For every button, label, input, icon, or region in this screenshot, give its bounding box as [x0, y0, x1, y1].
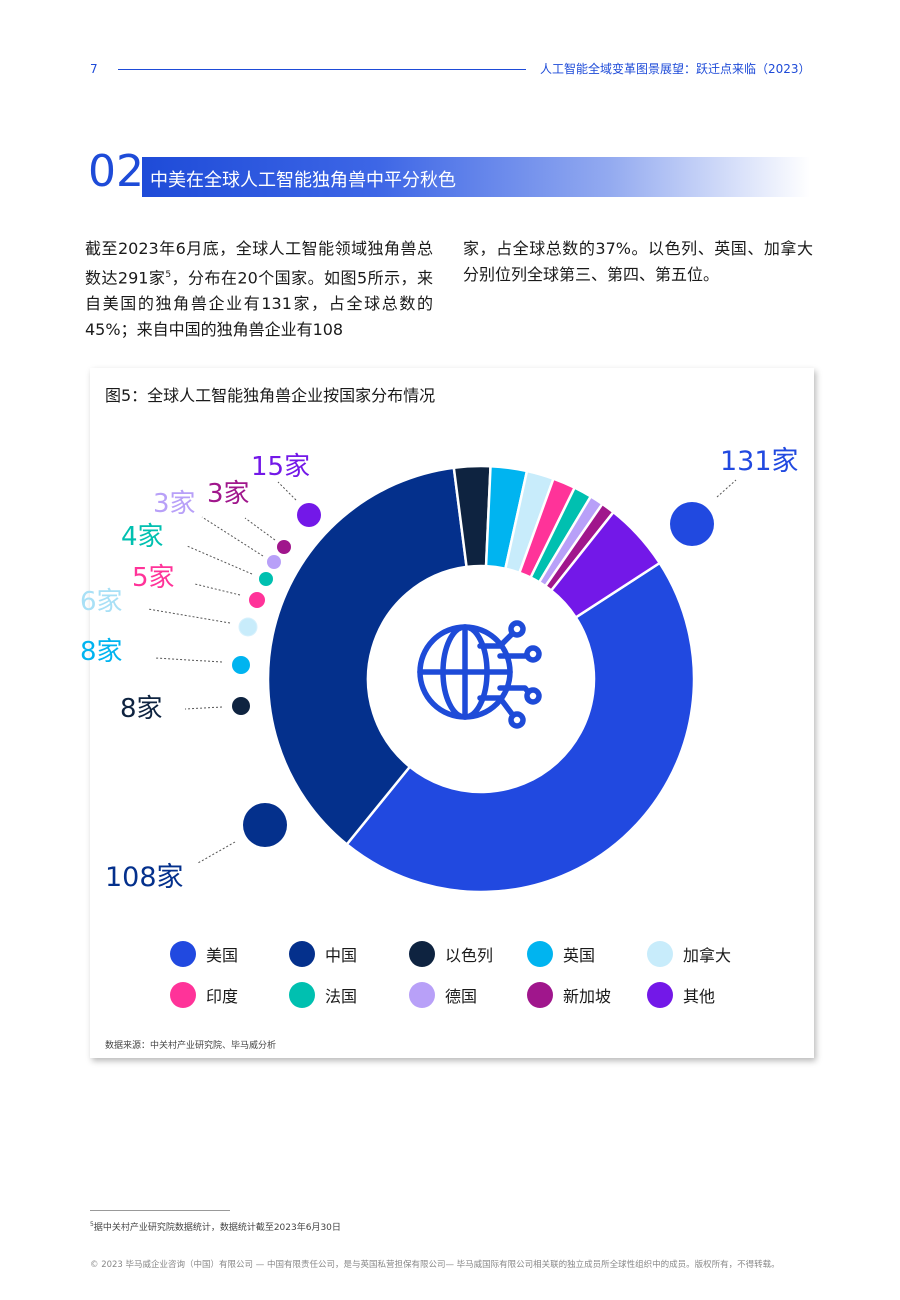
slice-9: [549, 510, 662, 620]
body-text-2: ，分布在20个国家。如图5所示，来自美国的独角兽企业有131家，占全球总数的45…: [85, 268, 433, 340]
data-label-9: 15家: [251, 452, 310, 482]
data-label-3: 8家: [80, 637, 123, 667]
section-title: 中美在全球人工智能独角兽中平分秋色: [150, 170, 456, 191]
header-rule: [118, 69, 526, 70]
callout-dot-4: [238, 617, 258, 637]
legend-item-5: 印度: [170, 982, 238, 1008]
slice-1: [266, 466, 468, 847]
data-label-6: 4家: [121, 522, 164, 552]
legend-item-0: 美国: [170, 941, 238, 967]
legend-swatch-3: [527, 941, 553, 967]
section-number: 02: [88, 146, 144, 197]
legend-label-5: 印度: [206, 987, 239, 1006]
body-text-1: 截至2023年6月底，全球人工智能领域独角兽总数达291家: [85, 239, 433, 288]
data-label-8: 3家: [207, 479, 250, 509]
legend-label-9: 其他: [683, 987, 716, 1006]
leader-line-0: [716, 479, 737, 498]
copyright: © 2023 毕马威企业咨询（中国）有限公司 — 中国有限责任公司，是与英国私营…: [90, 1260, 780, 1270]
footnote-reference[interactable]: 5: [165, 270, 172, 280]
legend-item-9: 其他: [647, 982, 715, 1008]
legend-item-4: 加拿大: [647, 941, 731, 967]
data-label-1: 108家: [105, 862, 184, 893]
legend-label-4: 加拿大: [683, 946, 732, 965]
footnote-rule: [90, 1210, 230, 1211]
legend-label-1: 中国: [325, 946, 358, 965]
legend-swatch-9: [647, 982, 673, 1008]
legend-swatch-1: [289, 941, 315, 967]
legend-swatch-7: [409, 982, 435, 1008]
legend-swatch-2: [409, 941, 435, 967]
figure-title: 图5：全球人工智能独角兽企业按国家分布情况: [105, 386, 436, 405]
leader-line-8: [244, 517, 276, 541]
data-label-5: 5家: [132, 563, 175, 593]
legend-label-3: 英国: [563, 946, 596, 965]
source-note: 数据来源：中关村产业研究院、毕马威分析: [105, 1041, 277, 1051]
data-label-2: 8家: [120, 694, 163, 724]
callout-dot-2: [232, 697, 250, 715]
body-paragraph-left: 截至2023年6月底，全球人工智能领域独角兽总数达291家5，分布在20个国家。…: [85, 236, 433, 343]
callout-dot-0: [670, 502, 714, 546]
leader-line-2: [184, 706, 223, 710]
body-paragraph-right: 家，占全球总数的37%。以色列、英国、加拿大分别位列全球第三、第四、第五位。: [463, 239, 813, 284]
legend-label-0: 美国: [206, 946, 239, 965]
leader-line-9: [277, 481, 297, 501]
legend-swatch-5: [170, 982, 196, 1008]
legend-label-2: 以色列: [445, 946, 494, 965]
data-label-7: 3家: [153, 489, 196, 519]
callout-dot-6: [259, 572, 273, 586]
callout-dot-7: [267, 555, 281, 569]
legend-item-1: 中国: [289, 941, 357, 967]
legend-swatch-0: [170, 941, 196, 967]
legend-label-6: 法国: [325, 987, 358, 1006]
data-label-0: 131家: [720, 446, 799, 477]
globe-network-icon: [417, 620, 542, 729]
leader-line-1: [197, 841, 236, 864]
running-title: 人工智能全域变革图景展望：跃迁点来临（2023）: [540, 62, 811, 76]
callout-dot-1: [243, 803, 287, 847]
footnote: 5据中关村产业研究院数据统计，数据统计截至2023年6月30日: [90, 1220, 341, 1233]
leader-line-3: [154, 657, 223, 663]
callout-dot-8: [277, 540, 291, 554]
callout-dot-3: [232, 656, 250, 674]
legend-label-8: 新加坡: [563, 987, 612, 1006]
slice-0: [345, 561, 696, 894]
legend-swatch-4: [647, 941, 673, 967]
legend-item-2: 以色列: [409, 941, 493, 967]
legend-item-8: 新加坡: [527, 982, 611, 1008]
legend-item-3: 英国: [527, 941, 595, 967]
legend-item-7: 德国: [409, 982, 477, 1008]
leader-line-5: [194, 583, 241, 596]
legend-swatch-6: [289, 982, 315, 1008]
leader-line-4: [147, 608, 231, 624]
footnote-text: 据中关村产业研究院数据统计，数据统计截至2023年6月30日: [93, 1223, 341, 1233]
data-label-4: 6家: [80, 587, 123, 617]
legend-item-6: 法国: [289, 982, 357, 1008]
footnote-marker: 5: [90, 1221, 94, 1228]
legend-label-7: 德国: [445, 987, 478, 1006]
leader-line-7: [201, 516, 264, 557]
section-banner: [142, 157, 810, 197]
callout-dot-9: [297, 503, 321, 527]
callout-dot-5: [249, 592, 265, 608]
page-number: 7: [90, 62, 98, 76]
leader-line-6: [186, 545, 253, 575]
legend-swatch-8: [527, 982, 553, 1008]
